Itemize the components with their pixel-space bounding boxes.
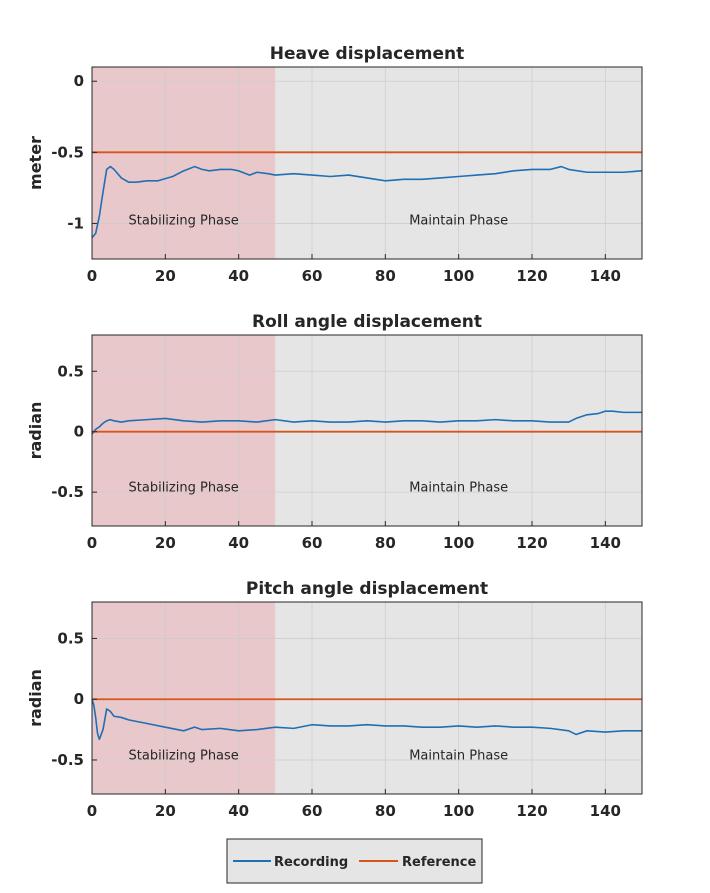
phase-label: Maintain Phase xyxy=(409,748,508,763)
y-tick-label: 0.5 xyxy=(57,362,84,380)
y-tick-label: -0.5 xyxy=(51,751,84,769)
legend-reference-label: Reference xyxy=(402,855,476,870)
chart-panel-1: Stabilizing Phase Maintain Phase 0 20 40 60 80… xyxy=(26,312,643,552)
phase-region-0 xyxy=(92,67,276,259)
x-tick-label: 0 xyxy=(87,802,97,820)
x-tick-label: 60 xyxy=(302,802,323,820)
x-tick-label: 120 xyxy=(516,802,547,820)
axes-frame xyxy=(91,66,643,260)
legend-recording-label: Recording xyxy=(274,855,348,870)
x-tick-label: 40 xyxy=(228,267,249,285)
y-axis-label: radian xyxy=(26,669,45,727)
x-tick-label: 140 xyxy=(590,267,621,285)
series-line-recording xyxy=(91,165,643,239)
x-tick-label: 20 xyxy=(155,534,176,552)
axes-frame xyxy=(91,334,643,527)
x-tick-label: 40 xyxy=(228,534,249,552)
x-tick-label: 80 xyxy=(375,267,396,285)
y-tick-label: 0 xyxy=(74,690,84,708)
x-tick-label: 0 xyxy=(87,534,97,552)
y-tick-label: 0 xyxy=(74,423,84,441)
x-tick-label: 140 xyxy=(590,802,621,820)
phase-label: Stabilizing Phase xyxy=(129,213,239,228)
x-tick-label: 60 xyxy=(302,534,323,552)
chart-title: Heave displacement xyxy=(270,44,464,64)
phase-region-0 xyxy=(92,602,276,794)
series-line-recording xyxy=(91,410,642,435)
y-tick-label: -0.5 xyxy=(51,483,84,501)
series-line-recording xyxy=(91,698,642,741)
y-axis-label: radian xyxy=(26,402,45,460)
phase-label: Stabilizing Phase xyxy=(129,748,239,763)
axes-frame xyxy=(91,601,643,795)
phase-label: Stabilizing Phase xyxy=(129,481,239,496)
chart-title: Pitch angle displacement xyxy=(246,579,488,599)
x-tick-label: 20 xyxy=(155,802,176,820)
chart-panel-0: Stabilizing Phase Maintain Phase 0 20 40 60 80… xyxy=(26,44,643,285)
y-tick-label: 0.5 xyxy=(57,629,84,647)
y-tick-label: -1 xyxy=(67,214,84,232)
x-tick-label: 100 xyxy=(443,267,474,285)
x-tick-label: 60 xyxy=(302,267,323,285)
y-tick-label: -0.5 xyxy=(51,143,84,161)
chart-panel-2: Stabilizing Phase Maintain Phase 0 20 40 60 80… xyxy=(26,579,643,820)
x-tick-label: 120 xyxy=(516,267,547,285)
x-tick-label: 100 xyxy=(443,534,474,552)
phase-region-0 xyxy=(92,335,276,526)
phase-label: Maintain Phase xyxy=(409,481,508,496)
x-tick-label: 120 xyxy=(516,534,547,552)
x-tick-label: 140 xyxy=(590,534,621,552)
x-tick-label: 100 xyxy=(443,802,474,820)
x-tick-label: 80 xyxy=(375,534,396,552)
x-tick-label: 40 xyxy=(228,802,249,820)
x-tick-label: 80 xyxy=(375,802,396,820)
phase-label: Maintain Phase xyxy=(409,213,508,228)
x-tick-label: 0 xyxy=(87,267,97,285)
x-tick-label: 20 xyxy=(155,267,176,285)
chart-title: Roll angle displacement xyxy=(252,312,482,332)
charts-group: Stabilizing Phase Maintain Phase 0 20 40 60 80… xyxy=(26,44,643,820)
legend: Recording Reference xyxy=(226,838,483,884)
y-axis-label: meter xyxy=(26,136,45,190)
y-tick-label: 0 xyxy=(74,72,84,90)
